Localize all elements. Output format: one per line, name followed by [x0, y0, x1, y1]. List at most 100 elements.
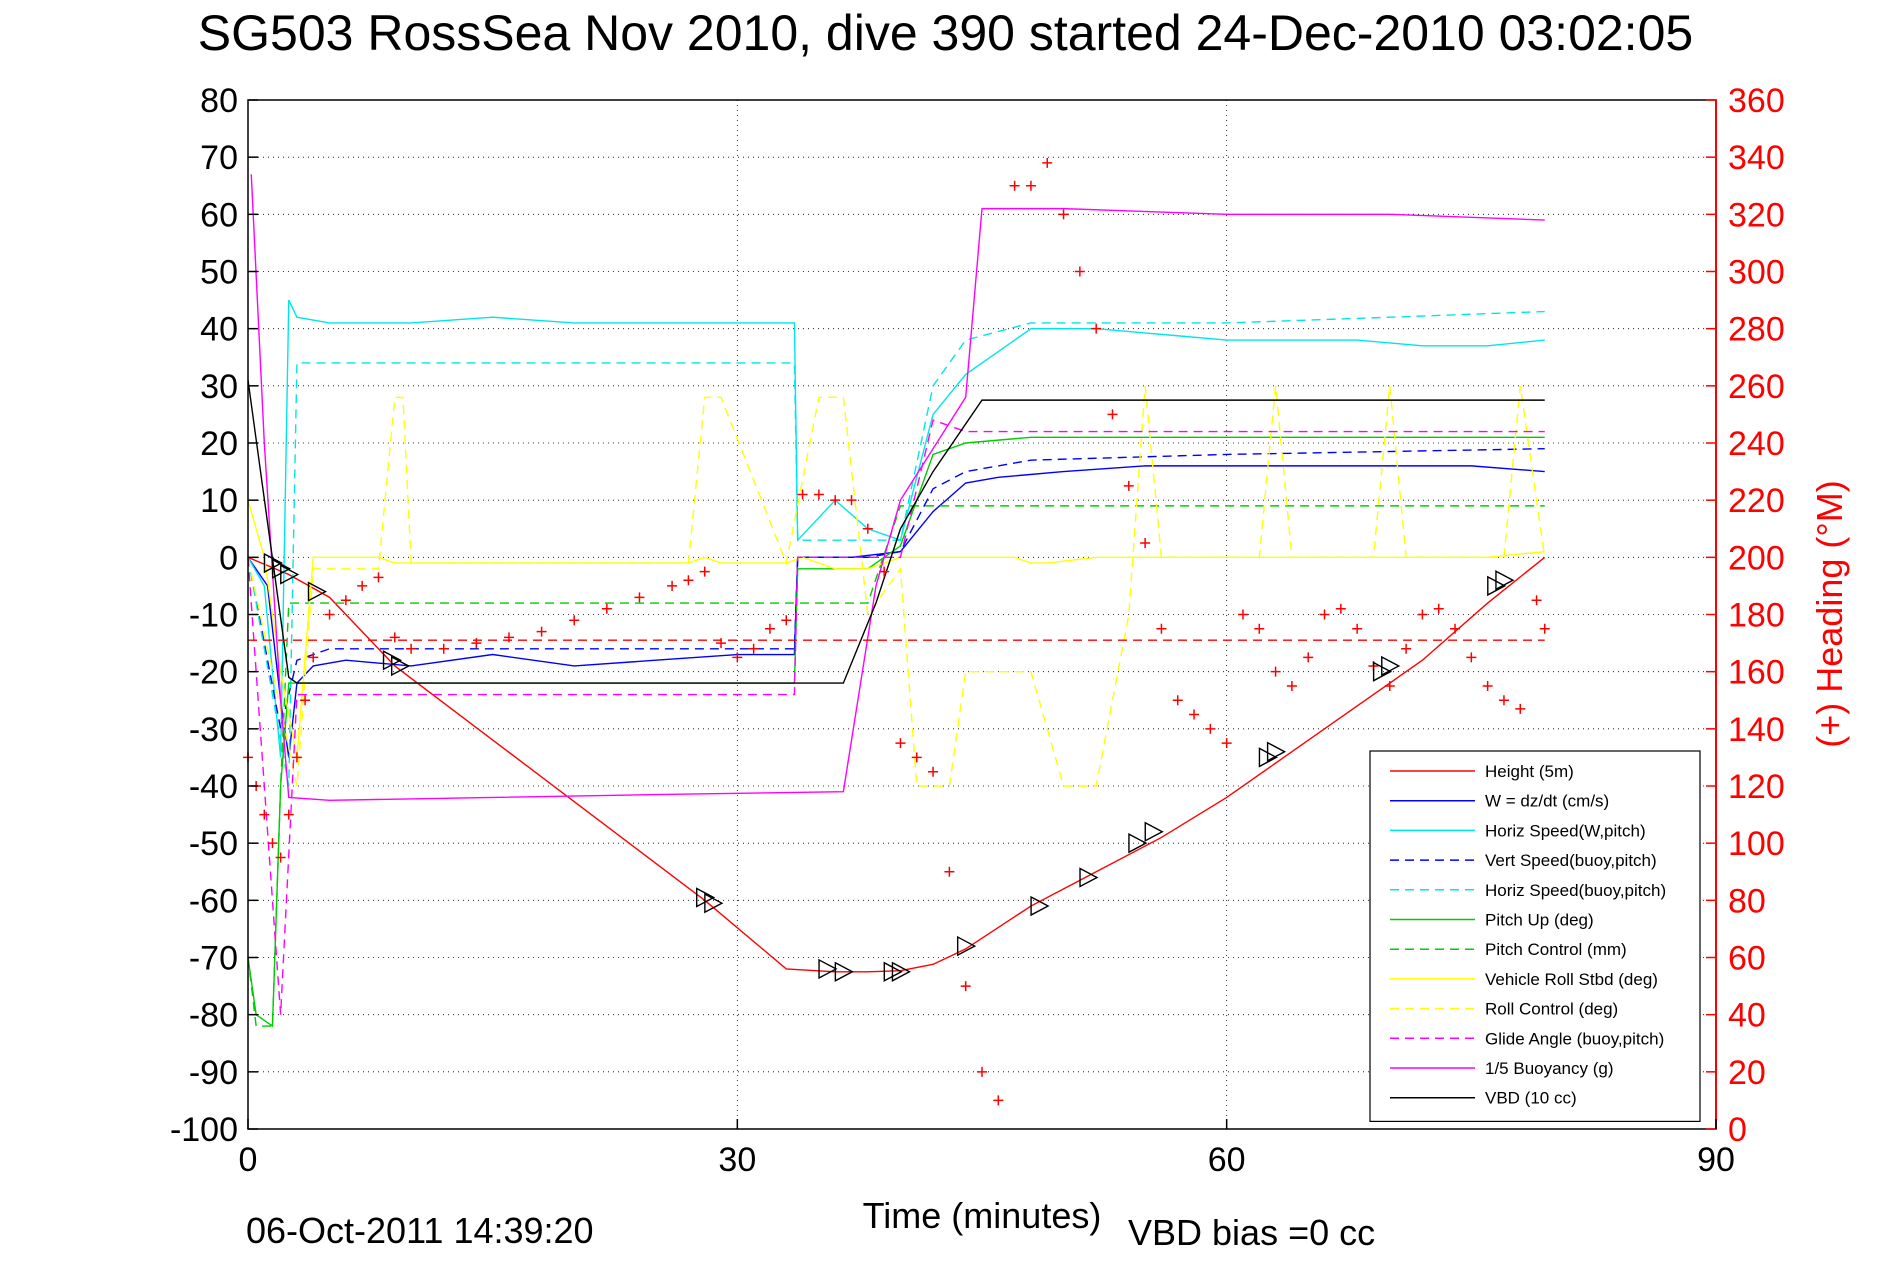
- heading-marker: [846, 495, 857, 506]
- triangle-marker: [1128, 833, 1148, 854]
- heading-marker: [1319, 609, 1330, 620]
- heading-marker: [1042, 157, 1053, 168]
- heading-marker: [813, 489, 824, 500]
- heading-marker: [699, 566, 710, 577]
- legend-box: [1369, 750, 1701, 1122]
- series-vehicle-roll-stbd-deg: [247, 499, 1545, 758]
- series-horiz-speed-w-pitch: [247, 299, 1545, 758]
- y-tick-label: 50: [200, 254, 238, 292]
- legend-label: 1/5 Buoyancy (g): [1485, 1059, 1614, 1078]
- y2-tick-label: 280: [1728, 311, 1785, 349]
- triangle-marker: [891, 961, 911, 982]
- y-tick-label: 60: [200, 196, 238, 234]
- y2-tick-label: 260: [1728, 368, 1785, 406]
- heading-marker: [357, 580, 368, 591]
- y-tick-label: 30: [200, 368, 238, 406]
- y2-tick-label: 120: [1728, 768, 1785, 806]
- y2-tick-label: 360: [1728, 82, 1785, 120]
- series-roll-control-deg: [247, 385, 1546, 787]
- heading-marker: [748, 643, 759, 654]
- heading-marker: [1401, 643, 1412, 654]
- x-tick-label: 30: [718, 1141, 756, 1179]
- y2-tick-label: 340: [1728, 139, 1785, 177]
- heading-marker: [1025, 180, 1036, 191]
- y2-tick-label: 80: [1728, 882, 1766, 920]
- chart-title: SG503 RossSea Nov 2010, dive 390 started…: [197, 5, 1694, 61]
- heading-marker: [928, 766, 939, 777]
- heading-marker: [960, 981, 971, 992]
- y2-tick-label: 180: [1728, 597, 1785, 635]
- y-tick-label: -50: [189, 825, 238, 863]
- heading-marker: [389, 632, 400, 643]
- heading-marker: [1303, 652, 1314, 663]
- heading-marker: [1254, 623, 1265, 634]
- heading-marker: [1058, 209, 1069, 220]
- heading-marker: [601, 603, 612, 614]
- y-tick-label: -40: [189, 768, 238, 806]
- legend-label: Pitch Up (deg): [1485, 911, 1594, 930]
- heading-marker: [283, 809, 294, 820]
- timestamp: 06-Oct-2011 14:39:20: [246, 1210, 594, 1251]
- heading-marker: [764, 623, 775, 634]
- heading-marker: [267, 838, 278, 849]
- marker-layer: [263, 552, 1515, 982]
- y-tick-label: 80: [200, 82, 238, 120]
- heading-marker: [944, 866, 955, 877]
- y2-tick-label: 240: [1728, 425, 1785, 463]
- triangle-marker: [1030, 895, 1050, 917]
- y2-tick-label: 0: [1728, 1111, 1747, 1149]
- triangle-marker: [1266, 741, 1287, 762]
- series-vbd-10-cc: [247, 380, 1545, 684]
- heading-marker: [1450, 623, 1461, 634]
- series-layer: [243, 157, 1550, 1106]
- heading-marker: [977, 1066, 987, 1077]
- legend-label: Vert Speed(buoy,pitch): [1485, 851, 1657, 870]
- heading-marker: [1009, 180, 1020, 191]
- series-heading: [243, 157, 1550, 1106]
- heading-marker: [1237, 609, 1248, 620]
- legend-label: Height (5m): [1485, 762, 1574, 781]
- heading-marker: [275, 852, 286, 863]
- y-tick-label: -70: [189, 940, 238, 978]
- triangle-marker: [818, 958, 838, 980]
- heading-marker: [1286, 680, 1297, 691]
- heading-marker: [1221, 738, 1232, 749]
- heading-marker: [1189, 709, 1200, 720]
- series-pitch-control-mm: [247, 505, 1545, 1027]
- legend-label: Vehicle Roll Stbd (deg): [1485, 970, 1658, 989]
- heading-marker: [1384, 680, 1395, 691]
- legend-label: W = dz/dt (cm/s): [1485, 792, 1609, 811]
- y2-tick-label: 220: [1728, 482, 1785, 520]
- triangle-marker: [956, 935, 977, 957]
- x-tick-label: 90: [1697, 1141, 1735, 1179]
- heading-marker: [993, 1095, 1004, 1106]
- triangle-marker: [1495, 570, 1515, 591]
- heading-marker: [569, 615, 580, 626]
- y-tick-label: 0: [219, 539, 238, 577]
- triangle-marker: [390, 655, 411, 677]
- y-tick-label: 40: [200, 311, 238, 349]
- legend-label: Glide Angle (buoy,pitch): [1485, 1029, 1664, 1048]
- y2-tick-label: 60: [1728, 940, 1766, 978]
- legend-label: Horiz Speed(W,pitch): [1485, 821, 1646, 840]
- vbd-bias-label: VBD bias =0 cc: [1128, 1212, 1376, 1253]
- y-tick-label: -30: [189, 711, 238, 749]
- heading-marker: [1417, 609, 1428, 620]
- legend-label: VBD (10 cc): [1485, 1089, 1577, 1108]
- series-glide-angle-buoy-pitch: [247, 419, 1545, 1015]
- legend-label: Pitch Control (mm): [1485, 940, 1627, 959]
- heading-marker: [1466, 652, 1477, 663]
- y2-tick-label: 100: [1728, 825, 1785, 863]
- heading-marker: [308, 652, 319, 663]
- heading-marker: [1156, 623, 1167, 634]
- heading-marker: [1091, 323, 1102, 334]
- heading-marker: [1352, 623, 1363, 634]
- heading-marker: [895, 738, 906, 749]
- heading-marker: [1205, 723, 1216, 734]
- x-axis-label: Time (minutes): [863, 1195, 1102, 1236]
- triangle-marker: [280, 564, 300, 585]
- x-axis: 0 30 60 90: [239, 1119, 1735, 1179]
- y-tick-label: -80: [189, 997, 238, 1035]
- heading-marker: [324, 609, 335, 620]
